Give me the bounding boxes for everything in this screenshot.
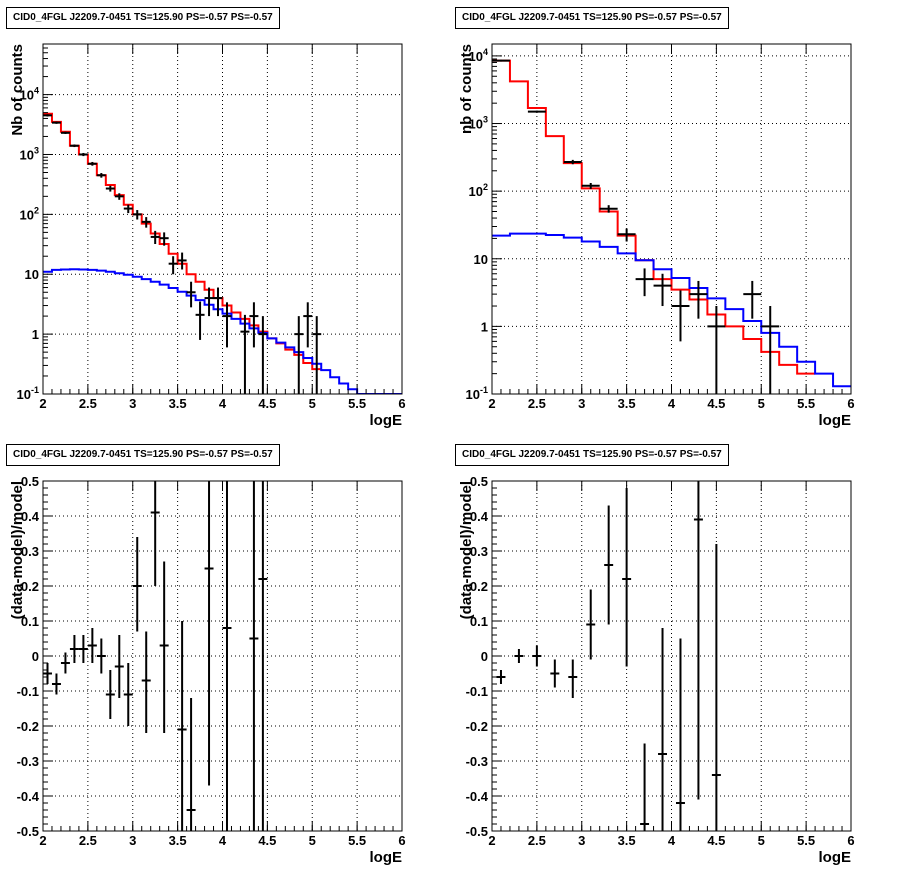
x-tick-label: 5 [309,396,316,411]
plot-area [492,59,851,394]
y-tick-label: 0.1 [470,614,488,629]
pad-spectrum-left: 2 2.5 3 3.5 4 4.5 5 5.5 6 10-1 1 10 102 103 104 logE Nb … [0,0,449,437]
x-tick-label: 4.5 [258,833,276,848]
pad-residual-right: 2 2.5 3 3.5 4 4.5 5 5.5 6 -0.5 -0.4 -0.3 -0.2 -0.1 0 0.… [449,437,898,874]
x-tick-label: 3.5 [618,396,636,411]
chart-title: CID0_4FGL J2209.7-0451 TS=125.90 PS=-0.5… [6,7,280,29]
chart-title: CID0_4FGL J2209.7-0451 TS=125.90 PS=-0.5… [455,444,729,466]
x-tick-label: 4.5 [258,396,276,411]
series-line [43,268,402,394]
y-tick-label: 10-1 [17,385,39,402]
x-tick-label: 5.5 [348,396,366,411]
y-tick-label: 102 [469,182,488,199]
x-tick-label: 4 [668,833,676,848]
x-tick-label: 6 [847,396,854,411]
x-tick-label: 5 [758,833,765,848]
series-line [492,232,851,388]
y-tick-label: 0.3 [21,544,39,559]
x-tick-label: 5 [758,396,765,411]
x-tick-label: 2 [39,396,46,411]
plot-area [43,481,268,831]
x-axis-label: logE [819,412,852,429]
x-tick-label: 5.5 [797,396,815,411]
y-tick-label: 10 [25,267,39,282]
y-tick-label: -0.5 [466,824,488,839]
y-axis-label: (data-model)/model [458,481,475,619]
y-tick-label: 0.4 [21,509,40,524]
x-tick-label: 3 [578,396,585,411]
y-tick-label: 104 [469,47,488,64]
x-tick-label: 6 [398,396,405,411]
x-tick-label: 2 [488,833,495,848]
x-tick-label: 3.5 [169,833,187,848]
y-tick-label: 104 [20,86,39,103]
y-tick-label: 1 [32,327,39,342]
y-tick-label: -0.3 [466,754,488,769]
y-tick-label: -0.1 [17,684,39,699]
x-axis-label: logE [370,849,403,866]
y-axis-label: nb of counts [458,44,475,134]
pad-residual-left: 2 2.5 3 3.5 4 4.5 5 5.5 6 -0.5 -0.4 -0.3 -0.2 -0.1 0 0.… [0,437,449,874]
x-axis-label: logE [370,412,403,429]
y-tick-label: 0 [481,649,488,664]
chart-svg-3: 2 2.5 3 3.5 4 4.5 5 5.5 6 -0.5 -0.4 -0.3 -0.2 -0.1 0 0.… [458,474,855,866]
chart-svg-0: 2 2.5 3 3.5 4 4.5 5 5.5 6 10-1 1 10 102 103 104 logE Nb … [9,43,406,429]
x-axis-label: logE [819,849,852,866]
y-tick-label: 0.2 [21,579,39,594]
y-tick-label: 0.5 [470,474,488,489]
y-tick-label: 103 [20,145,39,162]
x-tick-label: 3.5 [169,396,187,411]
x-tick-label: 4.5 [707,833,725,848]
y-tick-label: -0.2 [17,719,39,734]
x-tick-label: 3 [129,833,136,848]
y-tick-label: 0.1 [21,614,39,629]
plot-area [43,112,402,394]
x-tick-label: 2 [488,396,495,411]
y-tick-label: 10-1 [466,385,488,402]
x-tick-label: 3.5 [618,833,636,848]
y-tick-label: 0.5 [21,474,39,489]
x-tick-label: 5.5 [797,833,815,848]
x-tick-label: 2.5 [79,833,97,848]
y-tick-label: -0.1 [466,684,488,699]
y-tick-label: 0.3 [470,544,488,559]
x-tick-label: 4 [219,833,227,848]
x-tick-label: 2.5 [528,833,546,848]
y-axis-label: (data-model)/model [9,481,26,619]
series-line [43,112,322,371]
y-tick-label: -0.4 [17,789,40,804]
x-tick-label: 4 [668,396,676,411]
y-tick-label: -0.2 [466,719,488,734]
x-tick-label: 2.5 [528,396,546,411]
pad-spectrum-right: 2 2.5 3 3.5 4 4.5 5 5.5 6 10-1 1 10 102 103 104 logE nb … [449,0,898,437]
x-tick-label: 4.5 [707,396,725,411]
y-tick-label: 10 [474,252,488,267]
y-tick-label: 103 [469,115,488,132]
x-tick-label: 3 [129,396,136,411]
chart-svg-2: 2 2.5 3 3.5 4 4.5 5 5.5 6 -0.5 -0.4 -0.3 -0.2 -0.1 0 0.… [9,474,406,866]
x-tick-label: 5.5 [348,833,366,848]
chart-title: CID0_4FGL J2209.7-0451 TS=125.90 PS=-0.5… [6,444,280,466]
x-tick-label: 5 [309,833,316,848]
y-axis-label: Nb of counts [9,44,26,136]
x-tick-label: 6 [847,833,854,848]
y-tick-label: 0.2 [470,579,488,594]
y-tick-label: -0.4 [466,789,489,804]
y-tick-label: 0.4 [470,509,489,524]
y-tick-label: 0 [32,649,39,664]
x-tick-label: 2 [39,833,46,848]
y-tick-label: 1 [481,319,488,334]
chart-svg-1: 2 2.5 3 3.5 4 4.5 5 5.5 6 10-1 1 10 102 103 104 logE nb … [458,43,855,429]
plot-area [496,481,721,831]
x-tick-label: 2.5 [79,396,97,411]
chart-title: CID0_4FGL J2209.7-0451 TS=125.90 PS=-0.5… [455,7,729,29]
y-tick-label: 102 [20,205,39,222]
x-tick-label: 3 [578,833,585,848]
y-tick-label: -0.5 [17,824,39,839]
x-tick-label: 6 [398,833,405,848]
x-tick-label: 4 [219,396,227,411]
y-tick-label: -0.3 [17,754,39,769]
